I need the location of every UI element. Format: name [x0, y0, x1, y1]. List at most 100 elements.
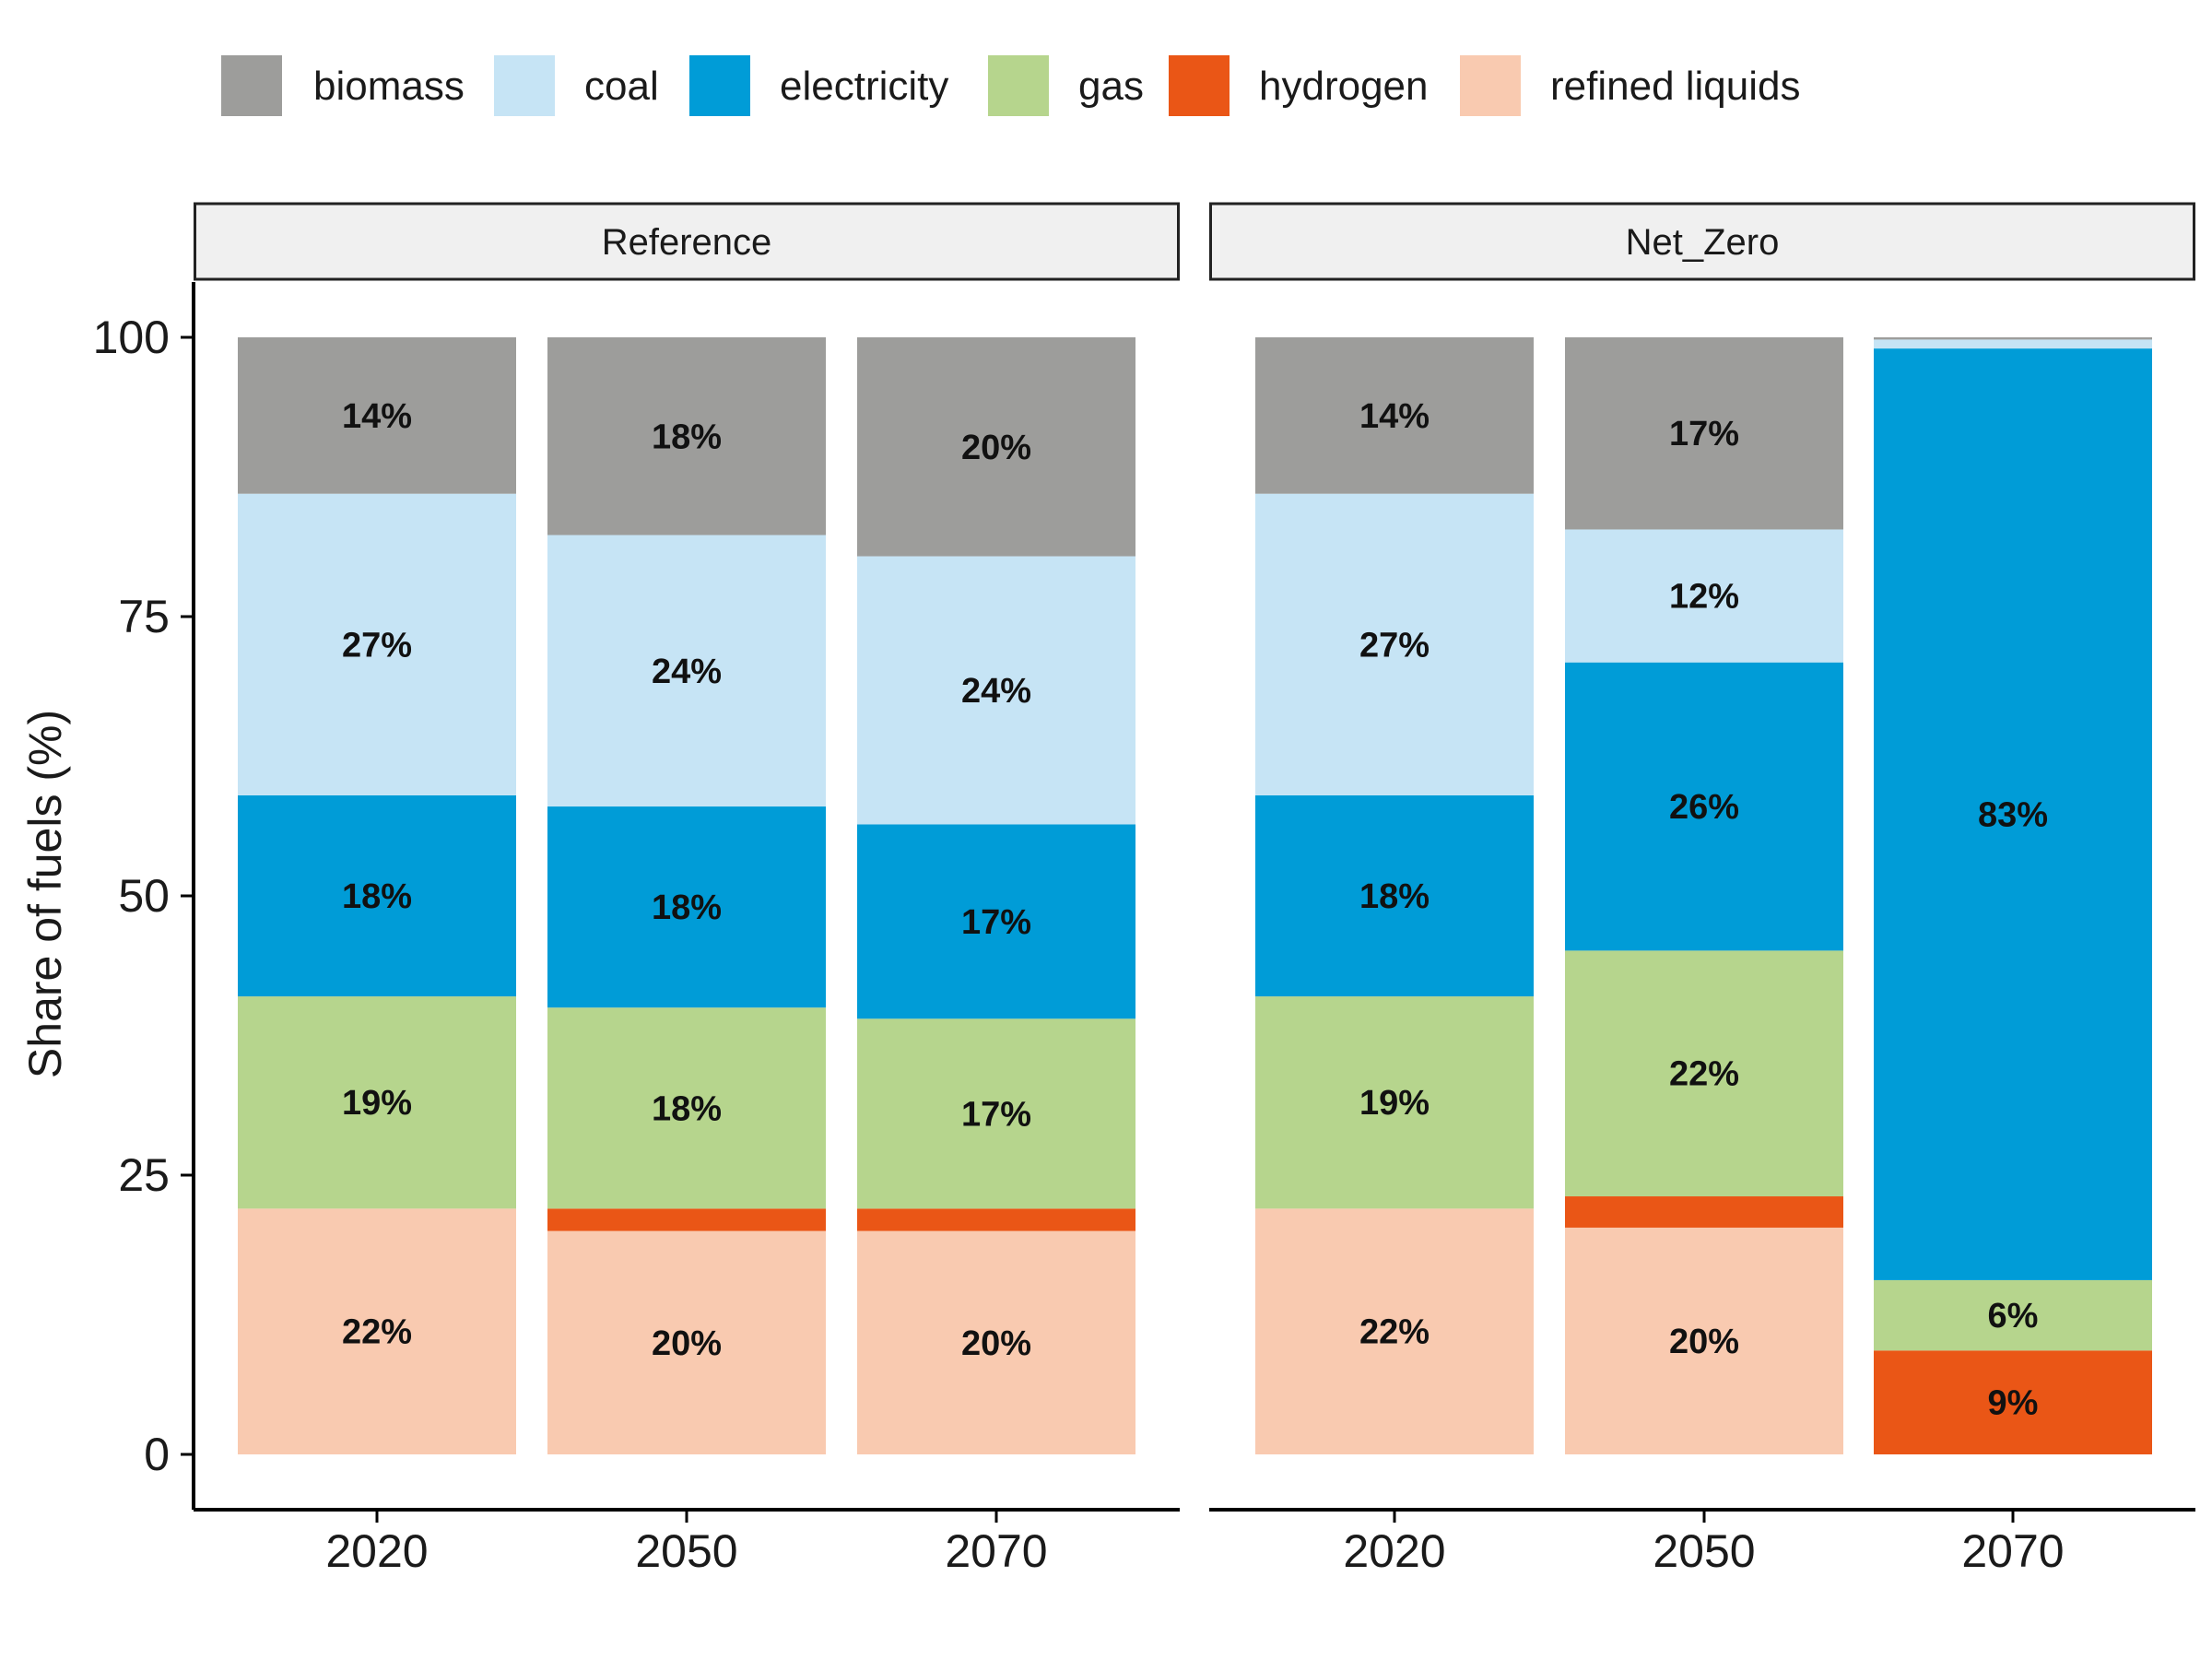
- y-tick-label: 50: [118, 870, 170, 922]
- facet-strip: [1209, 202, 2195, 281]
- bar-segment-coal: [857, 556, 1135, 825]
- bar-segment-biomass: [1565, 337, 1843, 530]
- data-label: 12%: [1669, 578, 1739, 617]
- legend-label-gas: gas: [1078, 64, 1144, 109]
- panel-reference: Reference 22% 19% 18% 27% 14% 2020 20% 18% 18% 24%…: [194, 202, 1180, 1577]
- bar-segment-biomass: [1874, 337, 2152, 340]
- data-label: 22%: [342, 1313, 412, 1352]
- bar-segment-biomass: [1255, 337, 1534, 494]
- y-tick-label: 0: [144, 1429, 170, 1480]
- data-label: 22%: [1359, 1313, 1430, 1352]
- x-tick-label: 2020: [325, 1525, 428, 1577]
- data-label: 24%: [961, 672, 1031, 711]
- bar-segment-biomass: [857, 337, 1135, 557]
- data-label: 19%: [342, 1084, 412, 1123]
- facet-strip-label: Reference: [602, 222, 772, 263]
- y-axis-title: Share of fuels (%): [19, 710, 71, 1078]
- legend: biomass coal electricity gas hydrogen refined…: [221, 55, 1801, 116]
- bar-segment-coal: [238, 493, 516, 795]
- legend-swatch-biomass: [221, 55, 282, 116]
- bar-stack-2070: 9% 6% 83%: [1874, 337, 2152, 1454]
- y-tick-label: 75: [118, 591, 170, 642]
- x-tick-label: 2070: [1961, 1525, 2064, 1577]
- legend-label-refined-liquids: refined liquids: [1550, 64, 1801, 109]
- bar-segment-hydrogen: [1874, 1350, 2152, 1454]
- legend-swatch-coal: [494, 55, 555, 116]
- y-axis: 0 25 50 75 100: [93, 282, 195, 1510]
- y-tick-label: 25: [118, 1149, 170, 1201]
- bar-segment-refined-liquids: [1565, 1227, 1843, 1454]
- bar-segment-refined-liquids: [1255, 1208, 1534, 1454]
- bar-segment-coal: [547, 535, 826, 807]
- data-label: 20%: [652, 1324, 722, 1363]
- legend-label-electricity: electricity: [780, 64, 948, 109]
- bar-segment-biomass: [547, 337, 826, 535]
- bar-segment-electricity: [547, 806, 826, 1008]
- facet-strip-label: Net_Zero: [1626, 222, 1780, 263]
- bar-segment-coal: [1874, 339, 2152, 349]
- data-label: 6%: [1988, 1297, 2039, 1335]
- data-label: 18%: [652, 418, 722, 456]
- legend-item-biomass: biomass: [221, 55, 465, 116]
- data-label: 27%: [1359, 626, 1430, 665]
- bar-segment-hydrogen: [1565, 1196, 1843, 1228]
- panel-net_zero: Net_Zero 22% 19% 18% 27% 14% 2020 20% 22% 26% 12% 1…: [1209, 202, 2195, 1577]
- bar-stack-2070: 20% 17% 17% 24% 20%: [857, 337, 1135, 1454]
- bar-segment-electricity: [1565, 662, 1843, 951]
- legend-label-biomass: biomass: [313, 64, 465, 109]
- data-label: 17%: [1669, 415, 1739, 453]
- bar-segment-coal: [1255, 493, 1534, 795]
- data-label: 27%: [342, 626, 412, 665]
- data-label: 20%: [961, 429, 1031, 467]
- legend-label-hydrogen: hydrogen: [1259, 64, 1428, 109]
- data-label: 24%: [652, 653, 722, 691]
- legend-item-gas: gas: [988, 55, 1144, 116]
- x-tick-label: 2020: [1343, 1525, 1445, 1577]
- data-label: 18%: [1359, 877, 1430, 916]
- bar-segment-refined-liquids: [547, 1230, 826, 1454]
- data-label: 14%: [342, 397, 412, 436]
- bar-segment-hydrogen: [857, 1208, 1135, 1231]
- legend-swatch-gas: [988, 55, 1049, 116]
- bar-segment-electricity: [857, 824, 1135, 1019]
- legend-item-refined-liquids: refined liquids: [1460, 55, 1801, 116]
- data-label: 20%: [961, 1324, 1031, 1363]
- legend-swatch-refined-liquids: [1460, 55, 1521, 116]
- data-label: 20%: [1669, 1323, 1739, 1361]
- data-label: 14%: [1359, 397, 1430, 436]
- legend-swatch-electricity: [689, 55, 750, 116]
- bar-segment-gas: [1565, 950, 1843, 1197]
- bar-stack-2020: 22% 19% 18% 27% 14%: [1255, 337, 1534, 1454]
- legend-item-hydrogen: hydrogen: [1169, 55, 1428, 116]
- bar-segment-gas: [547, 1007, 826, 1209]
- bar-segment-gas: [1255, 996, 1534, 1209]
- bar-segment-hydrogen: [547, 1208, 826, 1231]
- bar-stack-2020: 22% 19% 18% 27% 14%: [238, 337, 516, 1454]
- data-label: 22%: [1669, 1055, 1739, 1094]
- bar-segment-electricity: [238, 794, 516, 997]
- bar-segment-electricity: [1255, 794, 1534, 997]
- data-label: 26%: [1669, 788, 1739, 827]
- legend-swatch-hydrogen: [1169, 55, 1230, 116]
- legend-item-electricity: electricity: [689, 55, 948, 116]
- bar-segment-electricity: [1874, 348, 2152, 1280]
- bar-segment-gas: [238, 996, 516, 1209]
- facet-panels: 0 25 50 75 100 Reference 22% 19% 18% 27% 14% 2020 20…: [93, 202, 2195, 1577]
- bar-segment-refined-liquids: [238, 1208, 516, 1454]
- x-tick-label: 2070: [945, 1525, 1047, 1577]
- facet-strip: [194, 202, 1180, 281]
- data-label: 17%: [961, 903, 1031, 942]
- data-label: 9%: [1988, 1384, 2039, 1423]
- bar-stack-2050: 20% 22% 26% 12% 17%: [1565, 337, 1843, 1454]
- legend-item-coal: coal: [494, 55, 659, 116]
- data-label: 83%: [1978, 796, 2048, 835]
- bar-stack-2050: 20% 18% 18% 24% 18%: [547, 337, 826, 1454]
- data-label: 18%: [342, 877, 412, 916]
- bar-segment-gas: [1874, 1279, 2152, 1351]
- data-label: 17%: [961, 1095, 1031, 1134]
- data-label: 18%: [652, 888, 722, 927]
- y-tick-label: 100: [93, 312, 170, 363]
- data-label: 18%: [652, 1089, 722, 1128]
- bar-segment-gas: [857, 1018, 1135, 1209]
